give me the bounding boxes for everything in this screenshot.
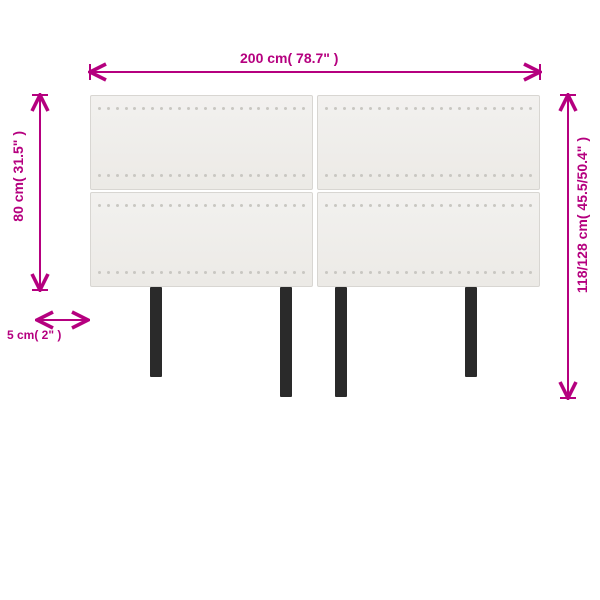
stud-row (317, 174, 540, 177)
headboard-leg (150, 287, 162, 377)
stud-row (90, 204, 313, 207)
stud-row (90, 174, 313, 177)
diagram-canvas: 200 cm( 78.7" ) 80 cm( 31.5" ) 5 cm( 2" … (0, 0, 600, 600)
width-label: 200 cm( 78.7" ) (240, 50, 338, 66)
dimension-lines (0, 0, 600, 600)
headboard-leg (465, 287, 477, 377)
headboard-leg (335, 287, 347, 397)
stud-row (90, 107, 313, 110)
stud-row (90, 271, 313, 274)
leg-width-label: 5 cm( 2" ) (7, 328, 61, 342)
height-right-label: 118/128 cm( 45.5/50.4" ) (574, 137, 590, 293)
stud-row (317, 204, 540, 207)
headboard-leg (280, 287, 292, 397)
stud-row (317, 271, 540, 274)
height-left-label: 80 cm( 31.5" ) (10, 131, 26, 222)
stud-row (317, 107, 540, 110)
